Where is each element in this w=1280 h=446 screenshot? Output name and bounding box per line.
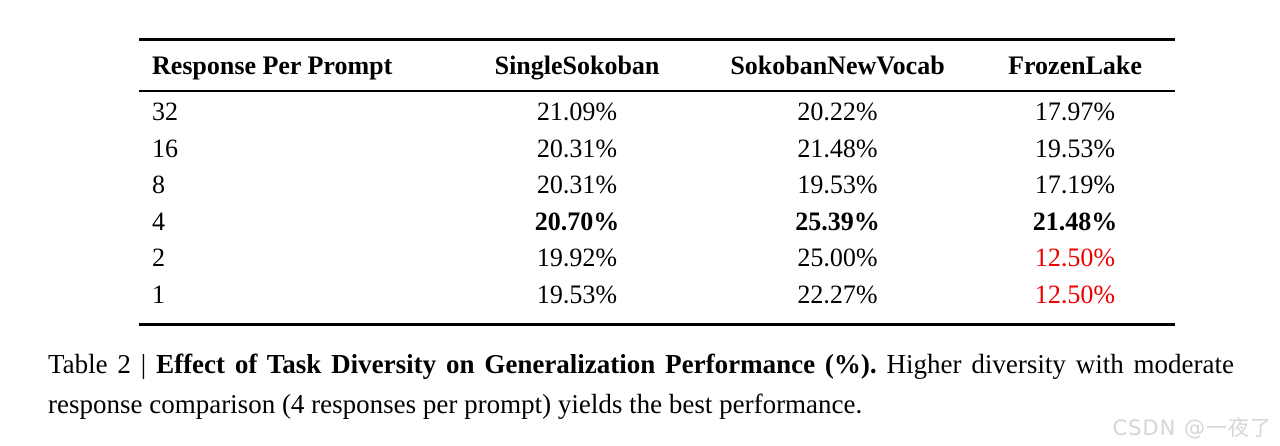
column-header-response-per-prompt: Response Per Prompt <box>152 50 393 80</box>
table-cell: 20.31% <box>536 133 618 163</box>
watermark: CSDN @一夜了 <box>1112 416 1272 440</box>
table-row: 16 20.31% 21.48% 19.53% <box>139 131 1175 168</box>
table-figure: Response Per Prompt SingleSokoban Sokoba… <box>139 38 1175 326</box>
table-cell: 17.19% <box>1034 170 1116 200</box>
table-cell: 20.70% <box>534 206 620 236</box>
table-cell: 20.22% <box>797 97 878 127</box>
table-rule-bottom <box>139 323 1175 326</box>
table-row-best: 4 20.70% 25.39% 21.48% <box>139 204 1175 241</box>
table-cell: 21.48% <box>797 133 878 163</box>
caption-separator: | <box>140 349 147 379</box>
table-cell: 19.53% <box>536 279 618 309</box>
table-cell: 20.31% <box>536 170 618 200</box>
table-cell: 21.09% <box>536 97 618 127</box>
table-cell: 19.53% <box>1034 133 1116 163</box>
table-caption: Table 2 | Effect of Task Diversity on Ge… <box>48 344 1234 424</box>
table-header-row: Response Per Prompt SingleSokoban Sokoba… <box>139 41 1175 90</box>
column-header-frozenlake: FrozenLake <box>1008 50 1142 80</box>
table-body: 32 21.09% 20.22% 17.97% 16 20.31% 21.48%… <box>139 92 1175 323</box>
caption-normal-text: Higher diversity with moderate response … <box>48 349 1234 419</box>
table-cell: 32 <box>152 97 178 127</box>
caption-label: Table 2 <box>48 349 131 379</box>
table-rule-header-bottom <box>139 90 1175 92</box>
table-cell: 17.97% <box>1034 97 1116 127</box>
column-header-singlesokoban: SingleSokoban <box>494 50 660 80</box>
table-row: 2 19.92% 25.00% 12.50% <box>139 240 1175 277</box>
table-cell: 4 <box>152 206 165 236</box>
table-cell: 8 <box>152 170 165 200</box>
table-cell: 25.39% <box>795 206 880 236</box>
column-header-sokobannewvocab: SokobanNewVocab <box>730 50 945 80</box>
table-cell: 22.27% <box>797 279 878 309</box>
table-cell: 21.48% <box>1032 206 1118 236</box>
table-cell: 19.53% <box>797 170 878 200</box>
table-cell: 2 <box>152 243 165 273</box>
table-row: 32 21.09% 20.22% 17.97% <box>139 94 1175 131</box>
caption-bold-text: Effect of Task Diversity on Generalizati… <box>156 349 877 379</box>
table-cell: 1 <box>152 279 165 309</box>
table-cell-lowlight: 12.50% <box>1034 279 1116 309</box>
table-row: 1 19.53% 22.27% 12.50% <box>139 277 1175 314</box>
table-cell-lowlight: 12.50% <box>1034 243 1116 273</box>
table-rule-top <box>139 38 1175 41</box>
table-cell: 25.00% <box>797 243 878 273</box>
table-cell: 19.92% <box>536 243 618 273</box>
table-row: 8 20.31% 19.53% 17.19% <box>139 167 1175 204</box>
table-cell: 16 <box>152 133 178 163</box>
